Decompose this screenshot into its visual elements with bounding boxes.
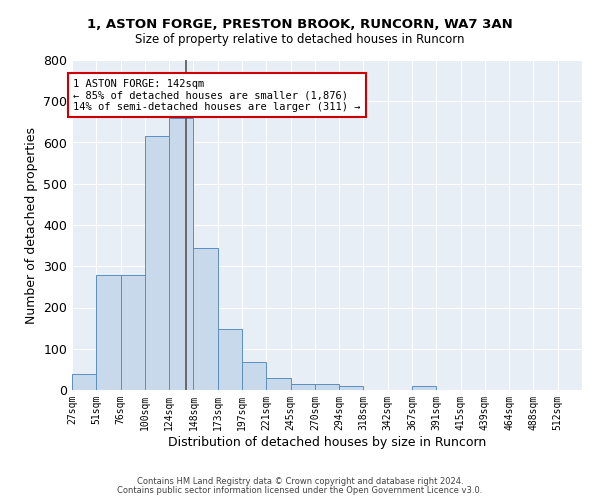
- Bar: [193, 248, 218, 390]
- Bar: [242, 362, 266, 390]
- Bar: [121, 274, 145, 390]
- Bar: [290, 384, 315, 390]
- Bar: [72, 374, 96, 390]
- Bar: [169, 118, 193, 390]
- Text: 1, ASTON FORGE, PRESTON BROOK, RUNCORN, WA7 3AN: 1, ASTON FORGE, PRESTON BROOK, RUNCORN, …: [87, 18, 513, 30]
- Y-axis label: Number of detached properties: Number of detached properties: [25, 126, 38, 324]
- Text: Contains HM Land Registry data © Crown copyright and database right 2024.: Contains HM Land Registry data © Crown c…: [137, 477, 463, 486]
- X-axis label: Distribution of detached houses by size in Runcorn: Distribution of detached houses by size …: [168, 436, 486, 448]
- Bar: [412, 386, 436, 390]
- Text: Contains public sector information licensed under the Open Government Licence v3: Contains public sector information licen…: [118, 486, 482, 495]
- Bar: [339, 386, 364, 390]
- Bar: [145, 136, 169, 390]
- Text: 1 ASTON FORGE: 142sqm
← 85% of detached houses are smaller (1,876)
14% of semi-d: 1 ASTON FORGE: 142sqm ← 85% of detached …: [73, 78, 361, 112]
- Text: Size of property relative to detached houses in Runcorn: Size of property relative to detached ho…: [135, 32, 465, 46]
- Bar: [315, 384, 339, 390]
- Bar: [266, 378, 290, 390]
- Bar: [218, 329, 242, 390]
- Bar: [96, 274, 121, 390]
